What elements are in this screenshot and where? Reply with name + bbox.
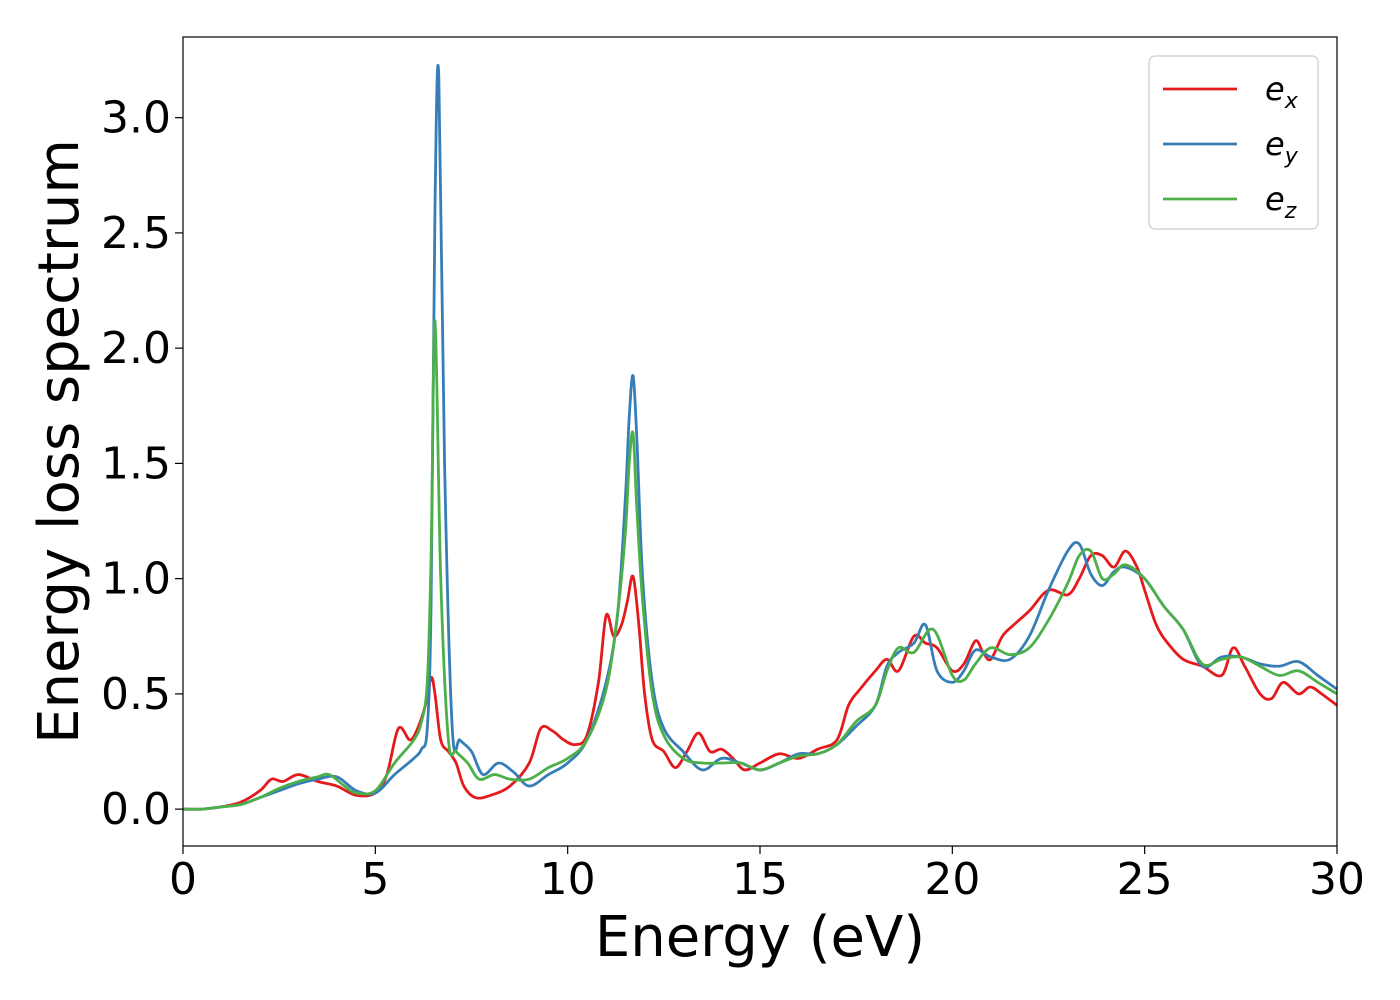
- legend-label-x: ex: [1265, 70, 1299, 114]
- y-tick-label: 1.0: [101, 554, 171, 605]
- legend-label-sub: z: [1284, 199, 1297, 224]
- x-tick-label: 20: [924, 854, 980, 905]
- y-axis-label: Energy loss spectrum: [27, 139, 92, 744]
- x-tick-label: 25: [1117, 854, 1173, 905]
- x-tick-label: 30: [1309, 854, 1365, 905]
- legend-label-sub: x: [1284, 89, 1299, 114]
- series-layer: [183, 64, 1337, 811]
- legend-label-main: e: [1265, 125, 1285, 163]
- y-tick-label: 2.5: [101, 208, 171, 259]
- x-tick-label: 10: [540, 854, 596, 905]
- legend-label-main: e: [1265, 180, 1285, 218]
- legend-label-z: ez: [1265, 180, 1297, 224]
- y-tick-label: 0.0: [101, 784, 171, 835]
- y-tick-label: 0.5: [101, 669, 171, 720]
- y-tick-label: 3.0: [101, 93, 171, 144]
- legend-label-main: e: [1265, 70, 1285, 108]
- legend-label-sub: y: [1284, 144, 1299, 169]
- legend-box: [1148, 55, 1319, 230]
- x-tick-label: 0: [169, 854, 197, 905]
- legend-label-y: ey: [1265, 125, 1299, 169]
- y-tick-label: 2.0: [101, 323, 171, 374]
- x-axis-label: Energy (eV): [595, 905, 925, 970]
- series-line-z: [183, 319, 1337, 811]
- x-tick-label: 5: [361, 854, 389, 905]
- x-axis: 0 5 10 15 20 25 30: [169, 846, 1365, 905]
- y-axis: 0.0 0.5 1.0 1.5 2.0 2.5 3.0: [101, 93, 183, 835]
- y-tick-label: 1.5: [101, 438, 171, 489]
- series-line-y: [183, 64, 1337, 811]
- x-tick-label: 15: [732, 854, 788, 905]
